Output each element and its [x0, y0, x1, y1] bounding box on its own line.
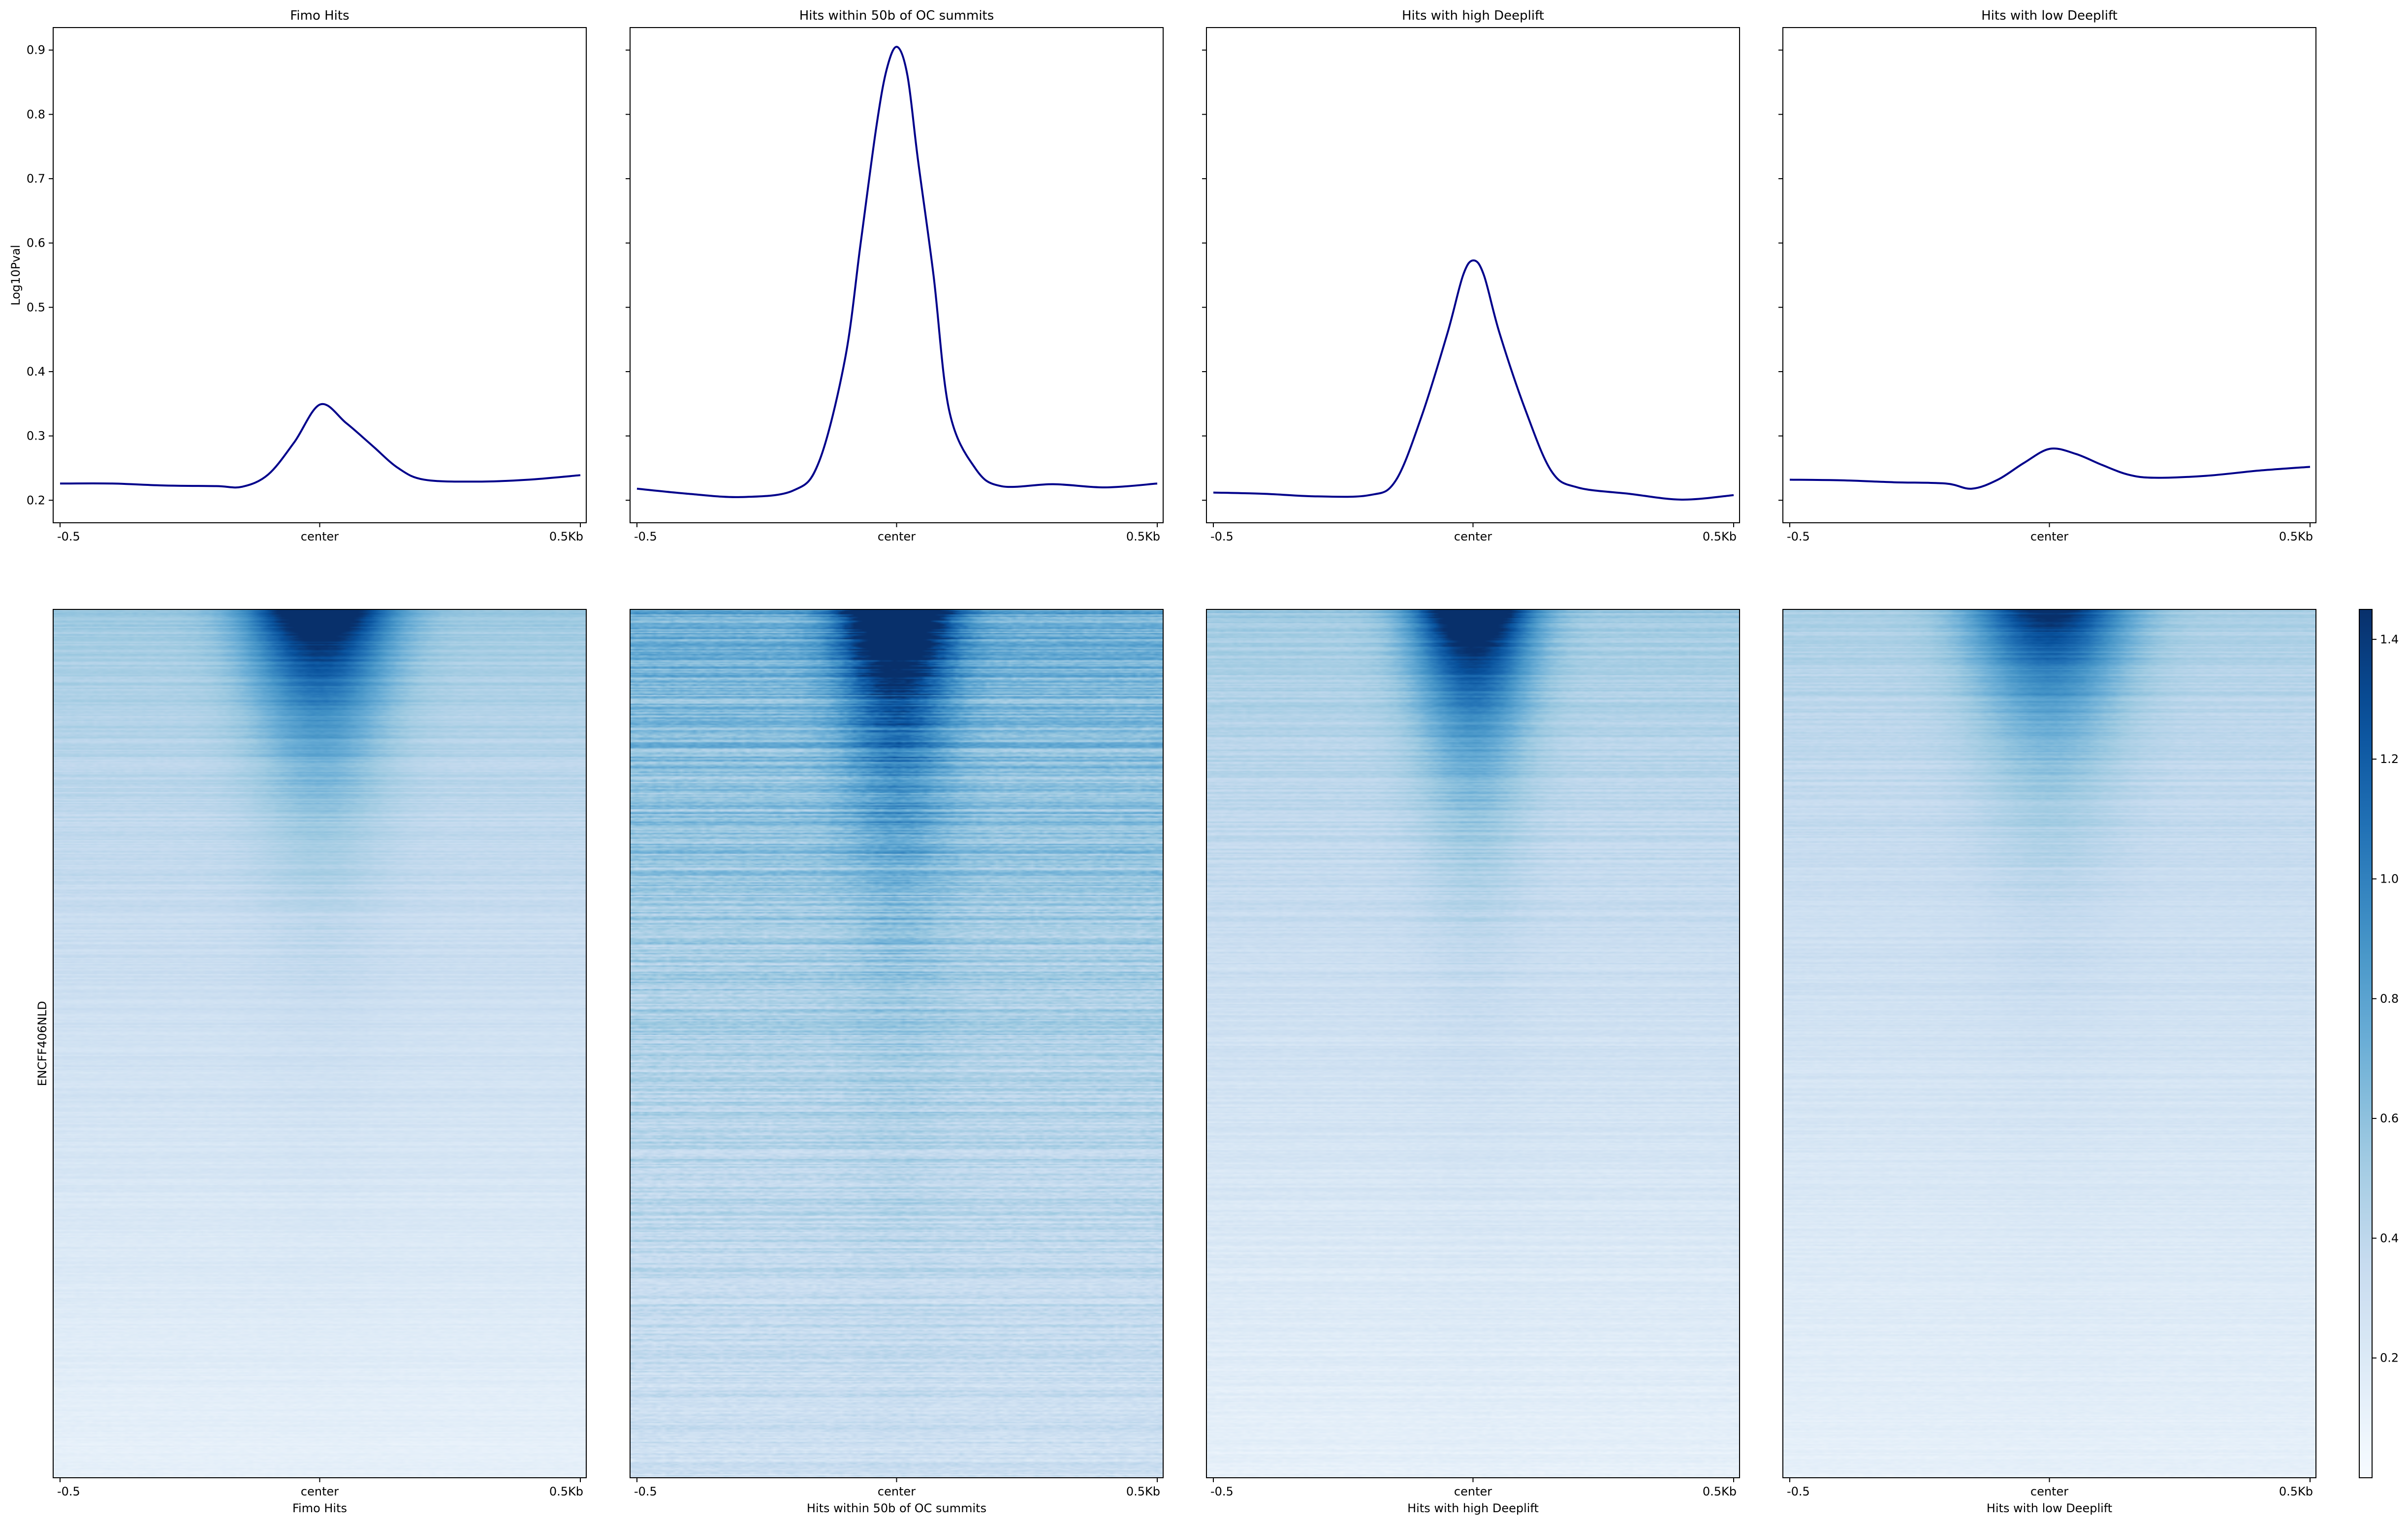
profile-frame — [630, 27, 1164, 523]
heatmap-canvas — [53, 609, 586, 1478]
profile-xtick-label: 0.5Kb — [2279, 530, 2313, 543]
heatmap-xlabel: Hits within 50b of OC summits — [807, 1501, 986, 1515]
colorbar-tick-label: 1.2 — [2380, 752, 2399, 766]
profile-xtick-label: center — [1454, 530, 1492, 543]
colorbar-bar — [2359, 609, 2373, 1478]
heatmap-image — [1783, 609, 2316, 1478]
profile-ytick-label: 0.8 — [27, 107, 45, 121]
profile-xtick-label: 0.5Kb — [1126, 530, 1160, 543]
profile-ytick-label: 0.7 — [27, 172, 45, 186]
heatmap-panel-2: -0.5 center 0.5Kb Hits within 50b of OC sum… — [630, 609, 1164, 1515]
profile-panel-2: Hits within 50b of OC summits -0.5 center 0… — [626, 8, 1164, 543]
profile-ytick-label: 0.9 — [27, 43, 45, 57]
profile-ylabel: Log10Pval — [9, 245, 23, 305]
heatmap-canvas — [1206, 609, 1740, 1478]
profile-xtick-label: 0.5Kb — [1703, 530, 1737, 543]
profile-ytick-label: 0.4 — [27, 365, 45, 379]
profile-panels: Fimo Hits 0.2 0.3 0.4 0.5 0.6 0.7 0.8 0.9 Log10Pv… — [9, 8, 2316, 543]
heatmap-canvas — [1783, 609, 2316, 1478]
heatmap-xtick-label: center — [2030, 1485, 2068, 1498]
profile-xtick-label: center — [878, 530, 916, 543]
heatmap-xtick-label: center — [301, 1485, 339, 1498]
heatmap-panel-4: -0.5 center 0.5Kb Hits with low Deeplift — [1782, 609, 2316, 1515]
profile-line — [636, 46, 1158, 498]
heatmap-xtick-label: -0.5 — [1210, 1485, 1234, 1498]
profile-xtick-label: -0.5 — [1787, 530, 1810, 543]
colorbar-tick-label: 0.8 — [2380, 992, 2399, 1006]
profile-title: Hits with low Deeplift — [1981, 8, 2118, 23]
heatmap-xtick-label: -0.5 — [634, 1485, 657, 1498]
heatmap-image — [53, 609, 586, 1478]
heatmap-xlabel: Hits with high Deeplift — [1407, 1501, 1539, 1515]
colorbar-tick-label: 1.0 — [2380, 872, 2399, 886]
heatmap-canvas — [630, 609, 1163, 1478]
heatmap-xtick-label: 0.5Kb — [1703, 1485, 1737, 1498]
colorbar-tick-label: 0.4 — [2380, 1231, 2399, 1245]
profile-ytick-label: 0.5 — [27, 300, 45, 314]
heatmap-xtick-label: 0.5Kb — [549, 1485, 583, 1498]
profile-line — [1213, 259, 1734, 501]
profile-xtick-label: center — [301, 530, 339, 543]
profile-line — [60, 403, 581, 489]
profile-xtick-label: -0.5 — [57, 530, 80, 543]
profile-xtick-label: 0.5Kb — [549, 530, 583, 543]
profile-xtick-label: -0.5 — [1210, 530, 1234, 543]
colorbar: 0.2 0.4 0.6 0.8 1.0 1.2 1.4 — [2359, 609, 2399, 1478]
profile-panel-1: Fimo Hits 0.2 0.3 0.4 0.5 0.6 0.7 0.8 0.9 Log10Pv… — [9, 8, 587, 543]
profile-panel-3: Hits with high Deeplift -0.5 center 0.5Kb — [1202, 8, 1740, 543]
profile-xtick-label: center — [2030, 530, 2068, 543]
heatmap-xtick-label: -0.5 — [57, 1485, 80, 1498]
profile-frame — [53, 27, 587, 523]
heatmap-xtick-label: center — [878, 1485, 916, 1498]
profile-frame — [1206, 27, 1740, 523]
profile-title: Hits with high Deeplift — [1402, 8, 1544, 23]
profile-ytick-label: 0.6 — [27, 236, 45, 250]
profile-xtick-label: -0.5 — [634, 530, 657, 543]
heatmap-ylabel: ENCFF406NLD — [35, 1001, 49, 1086]
heatmap-panels: -0.5 center 0.5Kb Fimo Hits ENCFF406NLD -0.5 c… — [35, 609, 2316, 1515]
heatmap-xtick-label: 0.5Kb — [1126, 1485, 1160, 1498]
heatmap-panel-1: -0.5 center 0.5Kb Fimo Hits ENCFF406NLD — [35, 609, 587, 1515]
profile-title: Hits within 50b of OC summits — [799, 8, 994, 23]
profile-line — [1789, 447, 2311, 490]
colorbar-tick-label: 1.4 — [2380, 633, 2399, 646]
heatmap-xtick-label: 0.5Kb — [2279, 1485, 2313, 1498]
heatmap-xlabel: Hits with low Deeplift — [1987, 1501, 2112, 1515]
profile-title: Fimo Hits — [290, 8, 349, 23]
heatmap-xtick-label: -0.5 — [1787, 1485, 1810, 1498]
heatmap-image — [1206, 609, 1740, 1478]
colorbar-tick-label: 0.6 — [2380, 1112, 2399, 1125]
heatmap-xlabel: Fimo Hits — [292, 1501, 347, 1515]
heatmap-panel-3: -0.5 center 0.5Kb Hits with high Deeplift — [1206, 609, 1740, 1515]
profile-panel-4: Hits with low Deeplift -0.5 center 0.5Kb — [1778, 8, 2316, 543]
profile-ytick-label: 0.2 — [27, 493, 45, 507]
heatmap-xtick-label: center — [1454, 1485, 1492, 1498]
profile-ytick-label: 0.3 — [27, 429, 45, 443]
heatmap-image — [630, 609, 1163, 1478]
colorbar-tick-label: 0.2 — [2380, 1351, 2399, 1365]
